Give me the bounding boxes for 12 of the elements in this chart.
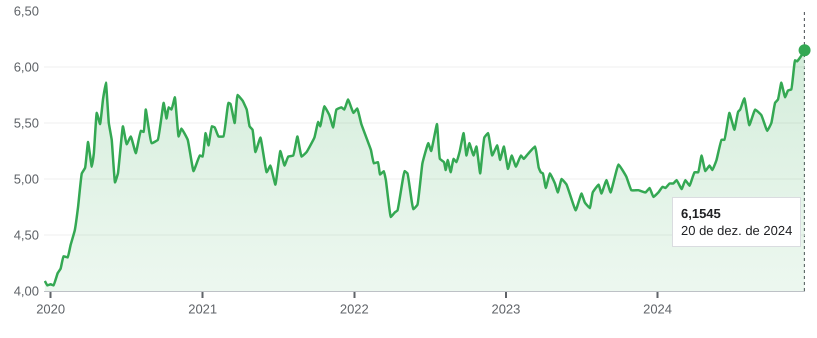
x-tick-label: 2020 (36, 302, 66, 317)
x-tick-label: 2024 (643, 302, 672, 317)
x-tick-label: 2022 (340, 302, 369, 317)
y-tick-label: 6,00 (14, 60, 39, 75)
y-tick-label: 5,00 (14, 172, 39, 187)
annotation: 6,1545 20 de dez. de 2024 (681, 206, 792, 238)
x-tick-label: 2021 (188, 302, 218, 317)
y-tick-label: 4,50 (14, 228, 39, 243)
y-tick-label: 6,50 (14, 4, 39, 19)
y-tick-label: 5,50 (14, 116, 39, 131)
x-tick-label: 2023 (491, 302, 520, 317)
y-tick-label: 4,00 (14, 284, 39, 299)
